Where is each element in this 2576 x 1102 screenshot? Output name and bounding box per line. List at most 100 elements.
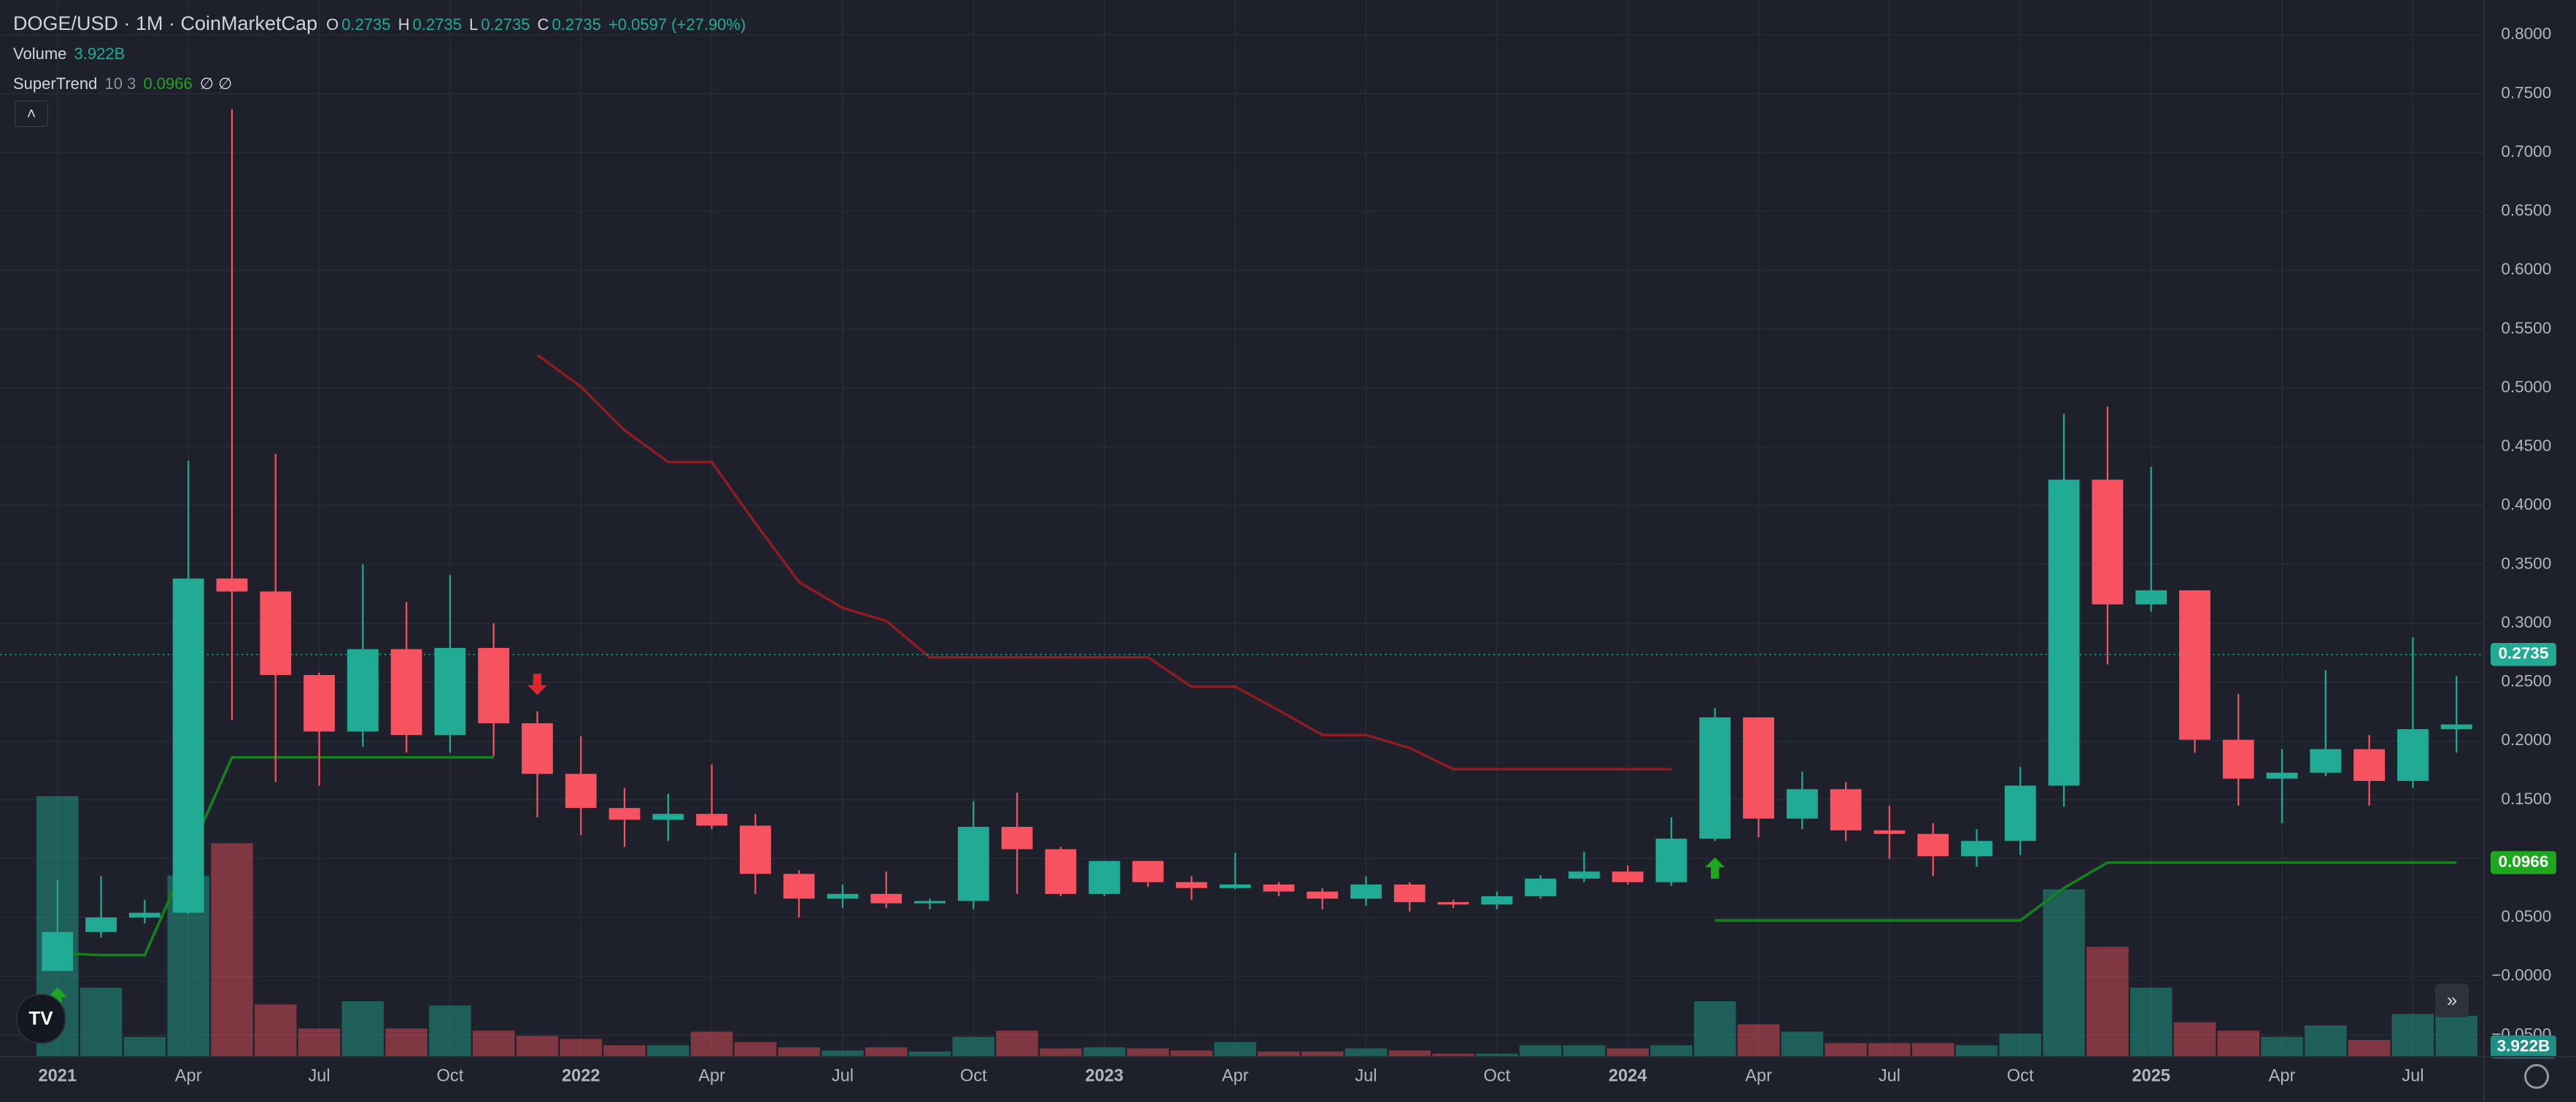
volume-bar (123, 1036, 166, 1057)
volume-bar (2261, 1036, 2303, 1057)
candle-body (1001, 826, 1033, 849)
volume-bar (734, 1041, 777, 1057)
volume-bar (1519, 1045, 1562, 1057)
candle-body (129, 912, 160, 918)
volume-value: 3.922B (74, 45, 125, 63)
volume-bar (1214, 1041, 1256, 1057)
volume-badge-bg (2490, 1035, 2556, 1059)
volume-bar (996, 1030, 1038, 1057)
volume-bar (1825, 1043, 1867, 1057)
candle-body (1132, 860, 1164, 882)
y-tick-label: 0.5000 (2501, 377, 2551, 396)
settings-button[interactable] (2524, 1064, 2549, 1089)
candle-body (85, 917, 117, 932)
candle-body (2266, 772, 2298, 779)
y-tick-label: 0.4000 (2501, 496, 2551, 514)
candle-body (696, 814, 728, 826)
candle-body (1873, 830, 1906, 834)
candle-body (565, 774, 597, 809)
candle-body (2048, 479, 2080, 786)
candle-body (1786, 789, 1818, 819)
volume-bar (385, 1028, 428, 1057)
y-tick-label: 0.7000 (2501, 142, 2551, 161)
candle-body (914, 901, 945, 903)
volume-bar (211, 843, 253, 1057)
indicator-label: SuperTrend (13, 74, 98, 93)
volume-bar (1955, 1045, 1998, 1057)
logo[interactable]: TV (16, 994, 66, 1044)
collapse-button[interactable]: ˄ (15, 101, 48, 127)
candle-body (1699, 717, 1731, 839)
volume-bar (690, 1031, 733, 1057)
candle-body (1393, 884, 1426, 903)
legend-row: Volume 3.922B (13, 39, 749, 69)
y-tick-label: 0.7500 (2501, 83, 2551, 101)
sell-signal (527, 674, 547, 696)
y-tick-label: 0.5500 (2501, 319, 2551, 337)
candle-body (2135, 590, 2167, 605)
x-tick-label: Jul (308, 1066, 330, 1085)
candle-body (390, 649, 422, 736)
low-label: L (468, 15, 479, 34)
x-tick-label: Apr (1745, 1066, 1772, 1085)
candle-body (2310, 749, 2342, 773)
candle-body (1350, 884, 1382, 899)
candle-body (172, 578, 204, 913)
open-label: O (326, 15, 339, 34)
candle-body (2440, 724, 2472, 730)
low-value: 0.2735 (481, 15, 530, 34)
volume-bar (516, 1036, 559, 1057)
candle-body (1263, 884, 1295, 892)
volume-label: Volume (13, 45, 67, 63)
volume-bar (2173, 1022, 2216, 1057)
volume-bar (1040, 1048, 1082, 1057)
high-label: H (398, 15, 410, 34)
candle-body (1569, 871, 1600, 879)
x-tick-label: Apr (175, 1066, 202, 1085)
volume-bar (952, 1036, 995, 1057)
candle-body (2004, 785, 2036, 841)
volume-bar (429, 1005, 471, 1057)
y-tick-label: −0.0000 (2491, 966, 2551, 985)
candle-body (740, 825, 771, 874)
candle-body (2179, 590, 2211, 740)
legend: DOGE/USD · 1M · CoinMarketCap O 0.2735 H 0.… (13, 9, 749, 99)
candle-body (1045, 849, 1077, 894)
supertrend-line (1714, 861, 2457, 922)
candle-body (1743, 717, 1774, 819)
volume-bar (2130, 987, 2173, 1057)
symbol: DOGE/USD · 1M · CoinMarketCap (13, 12, 318, 34)
high-value: 0.2735 (412, 15, 462, 34)
x-tick-label: Apr (698, 1066, 725, 1085)
x-tick-label: Oct (437, 1066, 464, 1085)
candle-body (1917, 833, 1949, 857)
x-tick-label: Oct (1483, 1066, 1510, 1085)
candle-body (478, 647, 510, 724)
candle-body (827, 893, 859, 899)
open-value: 0.2735 (341, 15, 391, 34)
scroll-button[interactable]: » (2435, 984, 2469, 1017)
y-tick-label: 0.6000 (2501, 260, 2551, 278)
y-tick-label: 0.2500 (2501, 672, 2551, 690)
x-tick-label: Oct (2007, 1066, 2034, 1085)
volume-bar (821, 1050, 864, 1057)
x-tick-label: Apr (1222, 1066, 1249, 1085)
candle-body (260, 591, 292, 675)
x-tick-label: 2022 (562, 1066, 600, 1085)
indicator-extra: ∅ ∅ (199, 74, 233, 93)
volume-bar (1301, 1051, 1344, 1057)
candle-body (1481, 896, 1513, 905)
x-tick-label: Jul (2402, 1066, 2424, 1085)
x-tick-label: Jul (1879, 1066, 1900, 1085)
volume-bar (2305, 1025, 2347, 1057)
indicator-params: 10 3 (104, 74, 136, 93)
y-tick-label: 0.2000 (2501, 731, 2551, 749)
candle-body (608, 808, 641, 820)
candle-body (347, 649, 379, 732)
volume-badge: 3.922B (2497, 1036, 2550, 1055)
volume-bar (298, 1028, 341, 1057)
candle-body (2397, 729, 2429, 782)
indicator-value: 0.0966 (143, 74, 193, 93)
